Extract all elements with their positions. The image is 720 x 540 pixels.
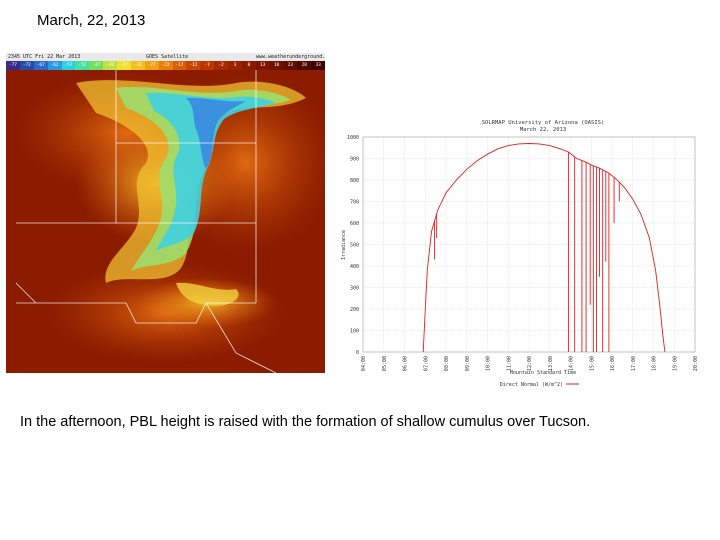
scale-swatch: -12 (186, 61, 201, 70)
x-tick-label: 04:00 (361, 356, 367, 371)
x-tick-label: 10:00 (486, 356, 492, 371)
y-tick-label: 900 (350, 157, 359, 163)
y-tick-label: 800 (350, 178, 359, 184)
legend-label: Direct Normal (W/m^2) (500, 382, 563, 388)
x-tick-label: 16:00 (610, 356, 616, 371)
x-tick-label: 17:00 (631, 356, 637, 371)
scale-swatch: 8 (241, 61, 256, 70)
x-tick-label: 09:00 (465, 356, 471, 371)
scale-swatch: -47 (89, 61, 104, 70)
x-axis-label: Mountain Standard Time (510, 370, 576, 376)
scale-swatch: -52 (75, 61, 90, 70)
chart-title: SOLRMAP University of Arizona (OASIS) (482, 120, 605, 126)
scale-swatch: 3 (228, 61, 242, 70)
scale-swatch: 23 (283, 61, 298, 70)
scale-swatch: -77 (6, 61, 20, 70)
x-tick-label: 14:00 (569, 356, 575, 371)
scale-swatch: -2 (214, 61, 228, 70)
satellite-header: 2345 UTC Fri 22 Mar 2013 GOES Satellite … (6, 53, 325, 61)
x-tick-label: 15:00 (589, 356, 595, 371)
x-tick-label: 18:00 (652, 356, 658, 371)
scale-swatch: -32 (130, 61, 145, 70)
slide-title: March, 22, 2013 (37, 12, 146, 29)
x-tick-label: 12:00 (527, 356, 533, 371)
scale-swatch: -37 (117, 61, 131, 70)
x-tick-label: 07:00 (423, 356, 429, 371)
chart-subtitle: March 22, 2013 (520, 127, 566, 133)
scale-swatch: 33 (311, 61, 325, 70)
y-tick-label: 600 (350, 221, 359, 227)
irradiance-chart: SOLRMAP University of Arizona (OASIS) Ma… (335, 115, 705, 395)
satellite-timestamp: 2345 UTC Fri 22 Mar 2013 (8, 54, 81, 60)
satellite-imagery (6, 53, 325, 373)
y-tick-label: 500 (350, 243, 359, 249)
x-tick-label: 11:00 (506, 356, 512, 371)
y-tick-label: 300 (350, 286, 359, 292)
satellite-image: 2345 UTC Fri 22 Mar 2013 GOES Satellite … (6, 53, 325, 373)
chart-legend: Direct Normal (W/m^2) (500, 382, 579, 388)
scale-swatch: -42 (103, 61, 117, 70)
y-tick-label: 1000 (347, 135, 359, 141)
irradiance-chart-svg: SOLRMAP University of Arizona (OASIS) Ma… (341, 120, 699, 388)
scale-swatch: -27 (144, 61, 159, 70)
scale-swatch: -22 (158, 61, 173, 70)
x-tick-label: 20:00 (693, 356, 699, 371)
x-tick-label: 05:00 (382, 356, 388, 371)
scale-swatch: 13 (255, 61, 270, 70)
y-tick-label: 0 (356, 350, 359, 356)
scale-swatch: -17 (172, 61, 187, 70)
series-line (422, 143, 666, 353)
y-tick-label: 100 (350, 329, 359, 335)
temperature-color-scale: -77 -72 -67 -62 -57 -52 -47 -42 -37 -32 -27 -22 -17-… (6, 61, 325, 70)
scale-swatch: 18 (269, 61, 284, 70)
x-tick-label: 08:00 (444, 356, 450, 371)
satellite-source: GOES Satellite (146, 54, 189, 60)
scale-swatch: -62 (47, 61, 62, 70)
scale-swatch: -67 (33, 61, 48, 70)
scale-swatch: 28 (297, 61, 312, 70)
slide-caption: In the afternoon, PBL height is raised w… (20, 414, 591, 430)
x-tick-label: 19:00 (672, 356, 678, 371)
y-tick-label: 700 (350, 200, 359, 206)
y-axis-label: Irradiance (341, 230, 347, 260)
scale-swatch: -7 (200, 61, 215, 70)
satellite-website: www.weatherunderground.com (256, 54, 325, 60)
scale-swatch: -57 (61, 61, 76, 70)
x-tick-label: 13:00 (548, 356, 554, 371)
scale-swatch: -72 (19, 61, 34, 70)
y-tick-label: 200 (350, 307, 359, 313)
x-tick-label: 06:00 (403, 356, 409, 371)
y-tick-label: 400 (350, 264, 359, 270)
